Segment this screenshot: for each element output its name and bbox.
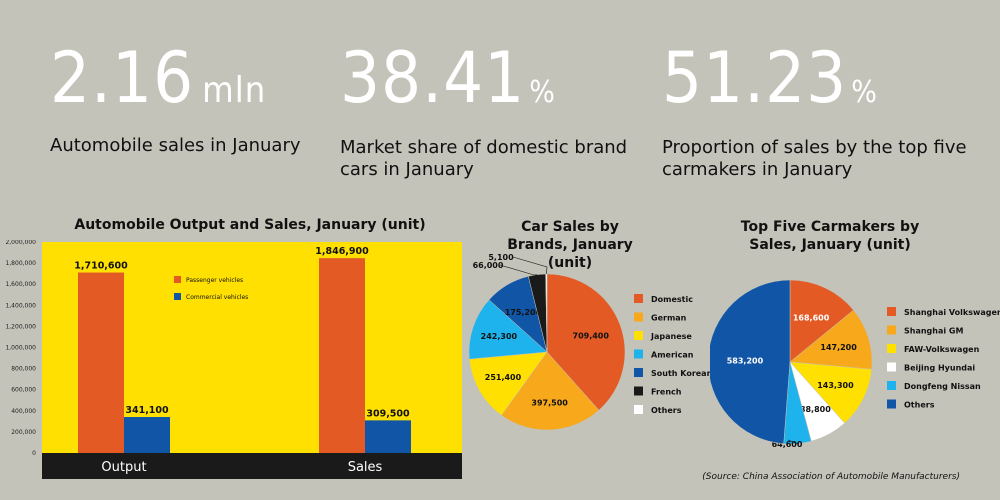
y-tick-label: 800,000 (11, 366, 36, 373)
stat-value: 38.41 (340, 37, 526, 119)
bar-value-label: 1,846,900 (315, 246, 369, 257)
y-tick-label: 400,000 (11, 408, 36, 415)
legend-label: Japanese (650, 332, 692, 341)
x-axis-band (42, 453, 462, 479)
legend-label: German (651, 314, 687, 323)
legend-swatch (634, 294, 643, 303)
bar (124, 417, 170, 453)
y-tick-label: 1,400,000 (5, 302, 36, 309)
legend-swatch (887, 381, 896, 390)
y-tick-label: 600,000 (11, 387, 36, 394)
bar-value-label: 1,710,600 (74, 261, 128, 272)
stat-value-line: 38.41% (340, 38, 640, 133)
pie-slice (469, 351, 548, 416)
brand-pie-title: Car Sales by Brands, January (unit) (507, 219, 633, 271)
pie-slice (710, 279, 791, 445)
stat-description: Market share of domestic brand cars in J… (340, 137, 628, 180)
legend-label: Others (651, 406, 682, 415)
slice-value-label: 64,600 (772, 440, 803, 449)
bar-chart-title: Automobile Output and Sales, January (un… (74, 217, 426, 233)
slice-value-label: 583,200 (727, 356, 764, 365)
legend-label: American (651, 351, 694, 360)
slice-value-label: 66,000 (473, 261, 504, 270)
stat-value: 2.16 (50, 37, 195, 119)
legend-label: Dongfeng Nissan (904, 382, 981, 391)
bar-value-label: 341,100 (125, 405, 169, 416)
legend-swatch (634, 349, 643, 359)
pie-slice (789, 361, 872, 424)
y-tick-label: 1,200,000 (5, 323, 36, 330)
slice-value-label: 709,400 (573, 331, 610, 340)
stat-unit: % (851, 75, 878, 110)
stat-top-five-share: 51.23% Proportion of sales by the top fi… (662, 38, 972, 181)
leader-line (499, 264, 537, 276)
slice-value-label: 242,300 (481, 332, 518, 341)
legend-swatch (887, 399, 896, 409)
stat-description: Proportion of sales by the top five carm… (662, 137, 967, 180)
bar (78, 272, 124, 453)
y-tick-label: 200,000 (11, 429, 36, 436)
y-tick-label: 1,600,000 (5, 281, 36, 288)
stat-domestic-share: 38.41% Market share of domestic brand ca… (340, 38, 640, 181)
stat-unit: mln (202, 70, 267, 111)
legend-label: Domestic (651, 295, 693, 304)
pie-slice (789, 279, 854, 363)
leader-line (512, 256, 548, 275)
legend-swatch (634, 405, 643, 414)
legend-swatch (887, 344, 896, 353)
carmaker-pie-chart: 168,600 147,200 143,300 88,800 64,600 583,200… (710, 279, 1000, 449)
slice-value-label: 175,200 (505, 308, 542, 317)
legend-label: Shanghai GM (904, 327, 963, 336)
y-tick-label: 1,800,000 (5, 260, 36, 267)
legend-label: French (651, 388, 682, 397)
y-tick-label: 0 (32, 450, 36, 457)
slice-value-label: 147,200 (820, 343, 857, 352)
y-tick-label: 2,000,000 (5, 240, 36, 246)
stat-automobile-sales: 2.16 mln Automobile sales in January (50, 38, 301, 157)
slice-value-label: 168,600 (793, 314, 830, 323)
bar-chart: 0 200,000 400,000 600,000 800,000 1,000,000 1,… (5, 240, 462, 479)
x-tick-label: Output (101, 460, 146, 475)
legend-swatch (174, 276, 181, 283)
legend-swatch (887, 362, 896, 372)
legend-label: Beijing Hyundai (904, 364, 975, 373)
bar (319, 258, 365, 453)
stat-value-line: 51.23% (662, 38, 972, 133)
legend-label: FAW-Volkswagen (904, 345, 980, 354)
legend-swatch (887, 325, 896, 335)
bar-value-label: 309,500 (366, 408, 410, 419)
legend-label: Shanghai Volkswagen (904, 308, 1000, 317)
slice-value-label: 5,100 (488, 253, 514, 262)
legend-label: Commercial vehicles (186, 294, 248, 301)
legend-swatch (634, 312, 643, 322)
carmaker-pie-title: Top Five Carmakers by Sales, January (un… (740, 219, 920, 253)
stat-value: 51.23 (662, 37, 848, 119)
slice-value-label: 397,500 (531, 399, 568, 408)
source-note: (Source: China Association of Automobile… (702, 472, 960, 482)
legend-swatch (887, 307, 896, 316)
slice-value-label: 251,400 (485, 373, 522, 382)
legend-swatch (634, 368, 643, 377)
stat-value-line: 2.16 mln (50, 38, 301, 131)
legend-swatch (634, 386, 643, 396)
legend-swatch (634, 331, 643, 340)
pie-slice (546, 273, 626, 411)
legend-swatch (174, 293, 181, 300)
legend-label: Others (904, 401, 935, 410)
pie-slice (501, 351, 600, 431)
bar (365, 420, 411, 453)
stat-description: Automobile sales in January (50, 135, 301, 156)
slice-value-label: 143,300 (817, 381, 854, 390)
leader-line (787, 439, 800, 445)
slice-value-label: 88,800 (800, 405, 831, 414)
brand-pie-chart: 709,400 397,500 251,400 242,300 175,200 66,00… (468, 253, 713, 431)
x-tick-label: Sales (348, 460, 383, 475)
legend-label: South Korean (651, 369, 713, 378)
pie-slice (468, 299, 548, 360)
stat-unit: % (529, 75, 556, 110)
legend-label: Passenger vehicles (186, 277, 243, 284)
pie-slice (789, 309, 873, 370)
y-tick-label: 1,000,000 (5, 345, 36, 352)
